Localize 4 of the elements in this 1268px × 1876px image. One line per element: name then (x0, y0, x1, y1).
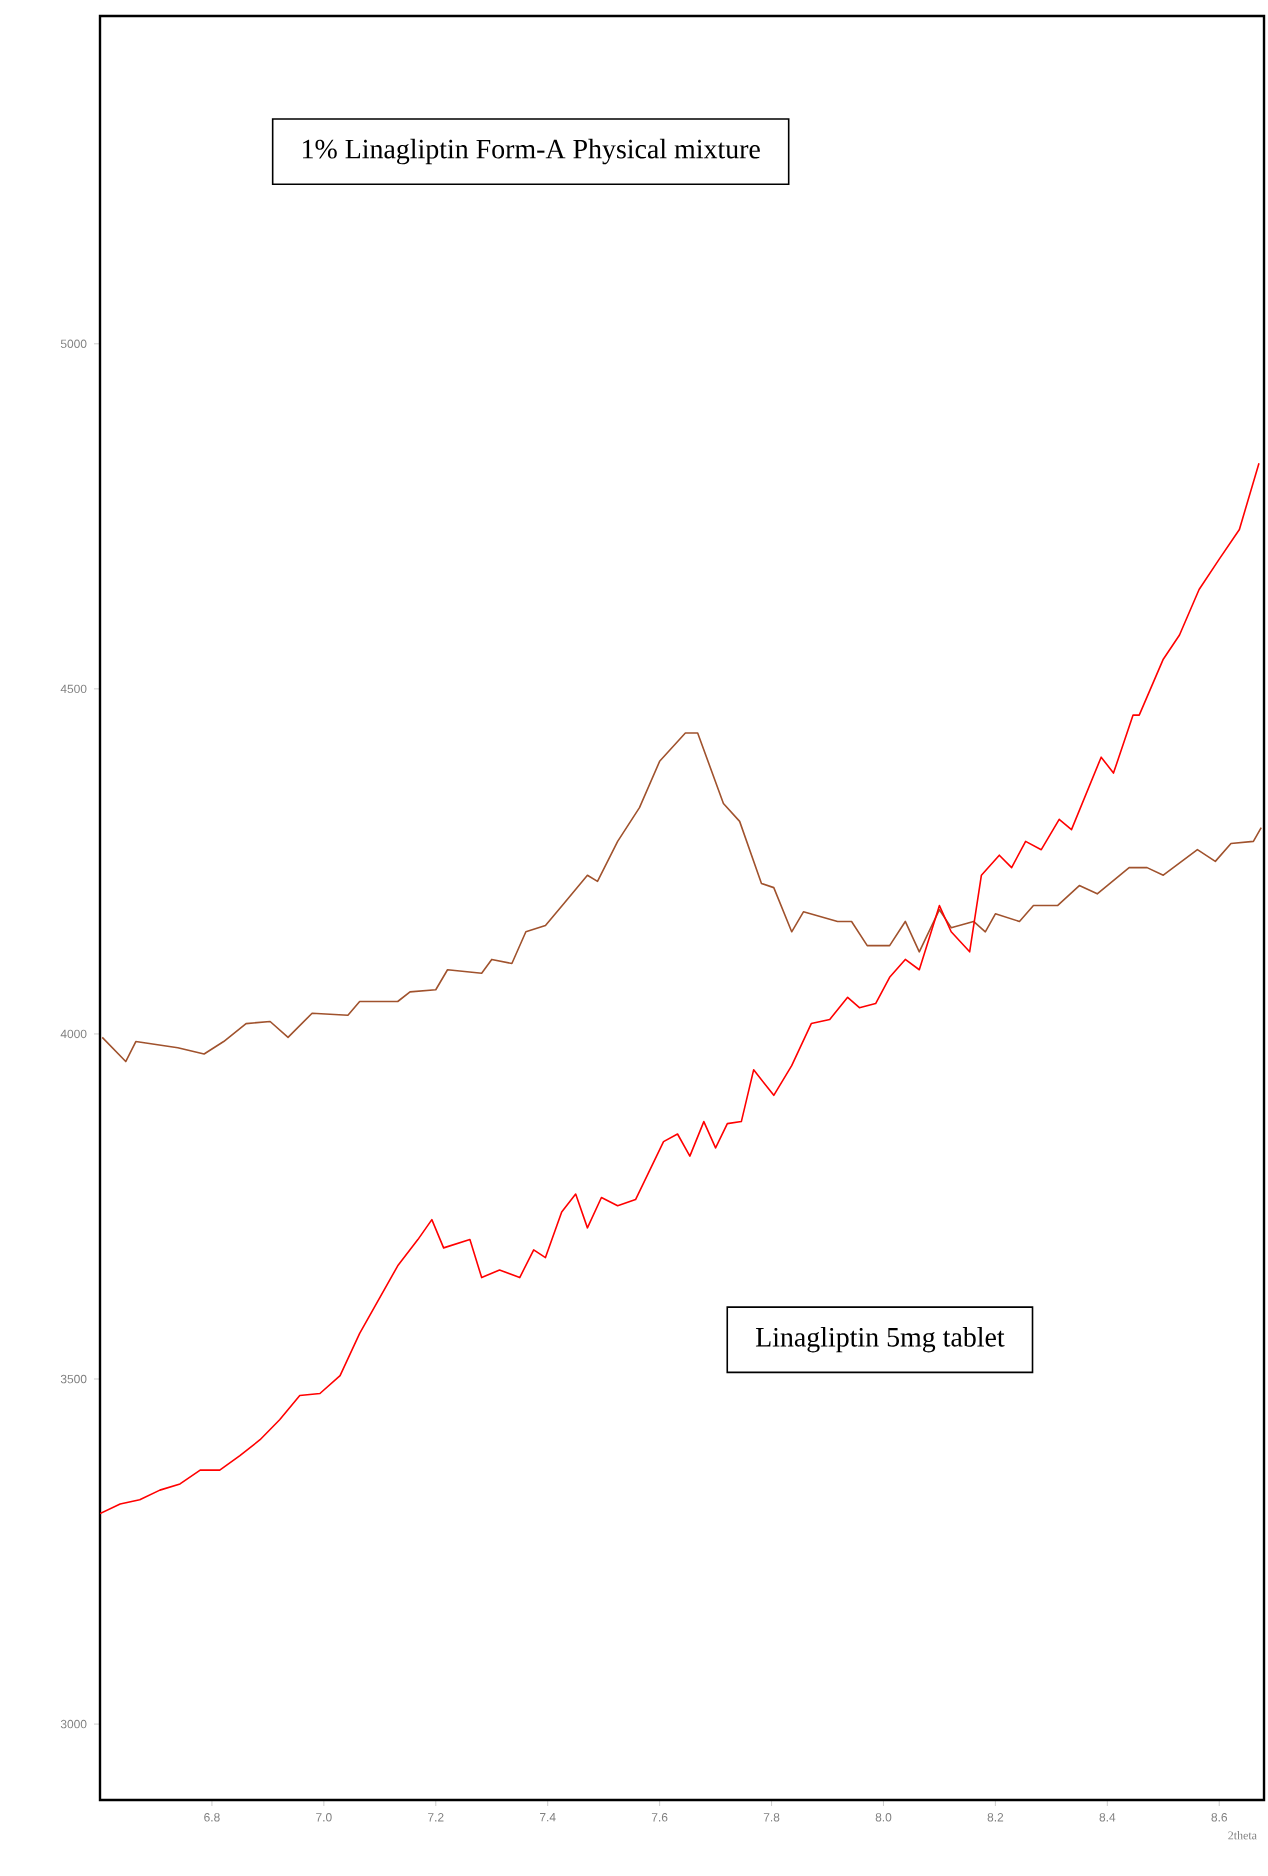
line-series (100, 462, 1260, 1515)
line-series (101, 732, 1263, 1063)
annotation: 1% Linagliptin Form-A Physical mixture (303, 138, 760, 165)
annotation: Linagliptin 5mg tablet (755, 1327, 1005, 1353)
